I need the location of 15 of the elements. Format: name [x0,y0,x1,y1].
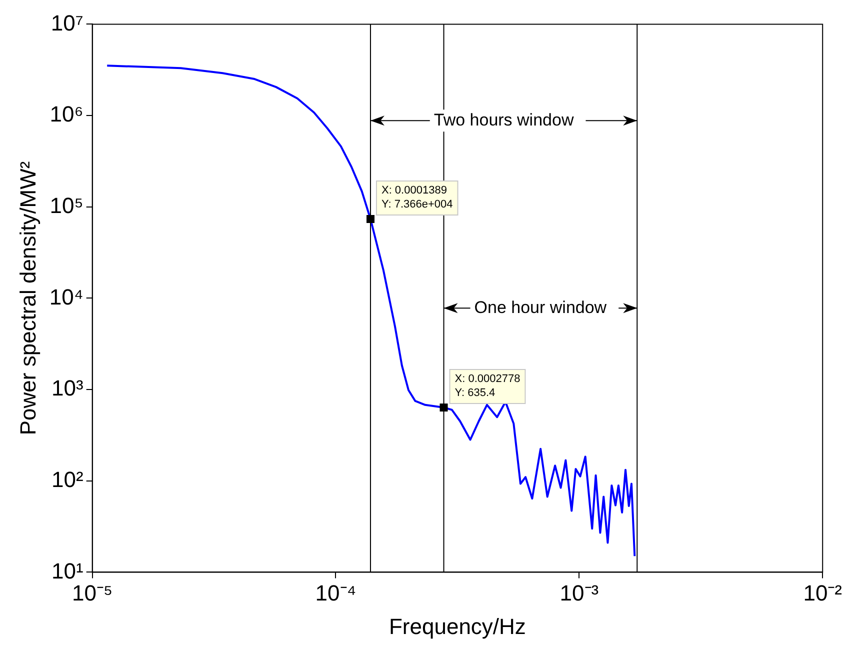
y-tick-label: 10² [52,466,84,492]
x-tick-label: 10⁻² [803,580,842,606]
ref-line-label: One hour window [474,298,608,317]
x-axis-title: Frequency/Hz [388,614,526,639]
y-axis-title: Power spectral density/MW² [15,161,40,436]
y-tick-label: 10⁴ [49,284,84,310]
annotation: X: 0.0002778 Y: 635.4 [454,373,520,400]
y-tick-label: 10⁶ [50,102,84,127]
y-tick-label: 10³ [52,376,84,401]
y-tick-label: 10⁵ [50,192,84,218]
y-tick-label: 10⁷ [50,10,84,36]
x-tick-label: 10⁻⁴ [315,580,356,606]
ref-line-label: Two hours window [434,110,574,130]
annotation: X: 0.0001389 Y: 7.366e+004 [381,184,453,211]
x-tick-label: 10⁻³ [560,580,599,606]
